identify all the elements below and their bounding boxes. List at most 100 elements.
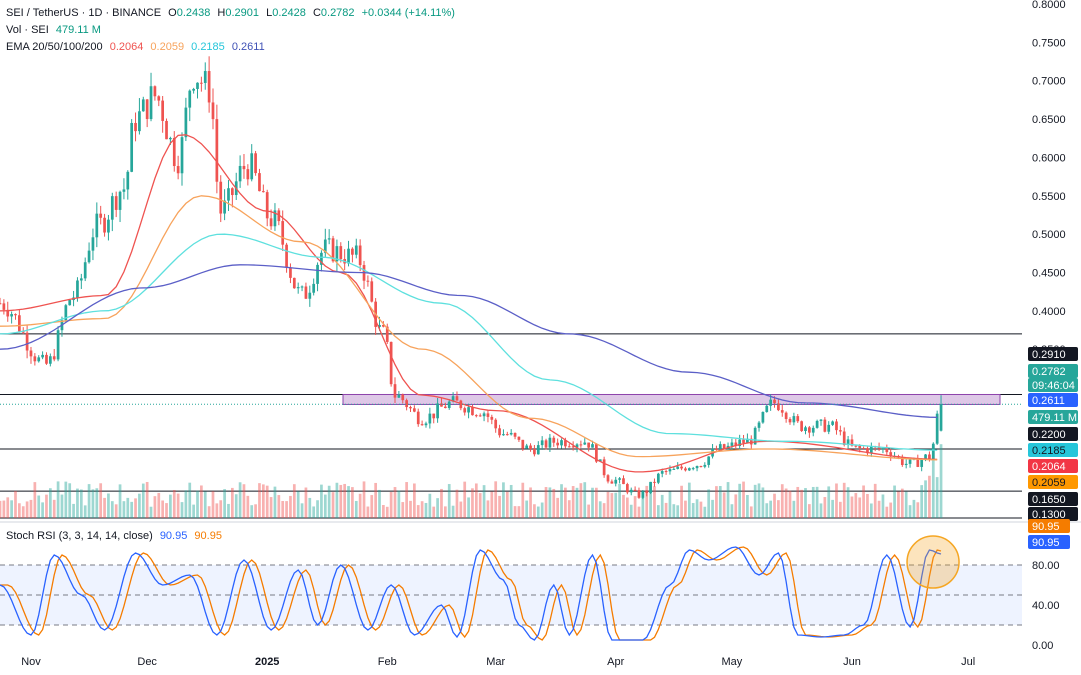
candle[interactable]: [389, 341, 393, 385]
candle[interactable]: [564, 440, 567, 447]
candle[interactable]: [769, 399, 773, 406]
candle[interactable]: [900, 456, 904, 465]
candle[interactable]: [351, 248, 354, 255]
candle[interactable]: [548, 437, 552, 448]
candle[interactable]: [443, 406, 447, 409]
candle[interactable]: [718, 444, 722, 450]
candle[interactable]: [103, 217, 106, 233]
candle[interactable]: [629, 489, 633, 493]
candle[interactable]: [455, 396, 459, 401]
candle[interactable]: [502, 434, 505, 436]
candle[interactable]: [540, 440, 544, 446]
candle[interactable]: [622, 478, 625, 485]
candle[interactable]: [676, 466, 680, 469]
candle[interactable]: [48, 356, 52, 364]
candle[interactable]: [52, 356, 56, 360]
candle[interactable]: [571, 446, 575, 448]
candle[interactable]: [230, 188, 234, 196]
candle[interactable]: [258, 173, 261, 192]
candle[interactable]: [323, 239, 327, 253]
candle[interactable]: [656, 473, 660, 483]
candle[interactable]: [122, 189, 126, 192]
candle[interactable]: [777, 403, 780, 411]
candle[interactable]: [598, 459, 602, 462]
candle[interactable]: [215, 119, 219, 182]
candle[interactable]: [641, 491, 645, 498]
candle[interactable]: [308, 292, 312, 299]
candle[interactable]: [250, 153, 254, 180]
candle[interactable]: [618, 478, 621, 480]
ema200-line[interactable]: [0, 264, 938, 419]
candle[interactable]: [715, 448, 718, 450]
candle[interactable]: [835, 421, 838, 431]
candle[interactable]: [529, 445, 532, 449]
candle[interactable]: [316, 264, 319, 284]
candle[interactable]: [401, 394, 405, 401]
candle[interactable]: [904, 463, 908, 465]
candle[interactable]: [149, 86, 153, 120]
candle[interactable]: [734, 442, 738, 447]
candle[interactable]: [68, 300, 72, 306]
candle[interactable]: [327, 238, 331, 240]
candle[interactable]: [358, 245, 362, 266]
candle[interactable]: [203, 71, 207, 83]
candle[interactable]: [494, 419, 498, 429]
candle[interactable]: [730, 442, 734, 446]
price-badge[interactable]: 0.2064: [1028, 459, 1078, 473]
candle[interactable]: [331, 238, 335, 262]
candle[interactable]: [413, 408, 416, 412]
price-badge[interactable]: 0.2185: [1028, 443, 1078, 457]
candle[interactable]: [366, 280, 370, 282]
candle[interactable]: [273, 210, 277, 227]
candle[interactable]: [684, 468, 687, 471]
candle[interactable]: [765, 405, 769, 412]
candle[interactable]: [463, 408, 467, 413]
candle[interactable]: [320, 252, 323, 265]
candle[interactable]: [339, 246, 343, 260]
candle[interactable]: [165, 120, 168, 140]
candle[interactable]: [304, 286, 308, 299]
candle[interactable]: [45, 354, 48, 364]
candle[interactable]: [703, 464, 707, 467]
candle[interactable]: [18, 315, 21, 332]
candle[interactable]: [567, 446, 571, 448]
candle[interactable]: [145, 99, 149, 120]
candle[interactable]: [800, 421, 803, 431]
candle[interactable]: [172, 137, 176, 167]
candle[interactable]: [91, 237, 95, 251]
price-badge[interactable]: 0.1300: [1028, 507, 1078, 521]
symbol-title[interactable]: SEI / TetherUS · 1D · BINANCE: [6, 7, 162, 19]
candle[interactable]: [560, 440, 563, 446]
price-badge[interactable]: 0.2611: [1028, 393, 1078, 407]
candle[interactable]: [808, 427, 811, 433]
candle[interactable]: [370, 281, 374, 302]
candle[interactable]: [21, 331, 25, 333]
candle[interactable]: [33, 356, 37, 362]
candle[interactable]: [424, 423, 428, 426]
candle[interactable]: [207, 71, 211, 103]
candle[interactable]: [606, 475, 610, 482]
candle[interactable]: [939, 404, 943, 431]
candle[interactable]: [64, 305, 68, 321]
candle[interactable]: [533, 448, 536, 455]
candle[interactable]: [660, 471, 664, 474]
candle[interactable]: [265, 192, 269, 219]
candle[interactable]: [746, 438, 749, 443]
candle[interactable]: [76, 280, 79, 298]
ema50-line[interactable]: [0, 195, 938, 461]
candle[interactable]: [587, 442, 590, 448]
candle[interactable]: [254, 153, 257, 174]
candle[interactable]: [335, 246, 339, 262]
candle[interactable]: [602, 459, 606, 476]
stoch-k-line[interactable]: [0, 546, 942, 641]
candle[interactable]: [37, 357, 41, 362]
candle[interactable]: [312, 283, 316, 293]
candle[interactable]: [649, 481, 652, 493]
ema100-line[interactable]: [0, 233, 938, 451]
candle[interactable]: [169, 137, 172, 140]
candle[interactable]: [409, 407, 412, 409]
candle[interactable]: [157, 96, 161, 101]
candle[interactable]: [877, 446, 881, 449]
candle[interactable]: [850, 439, 854, 446]
